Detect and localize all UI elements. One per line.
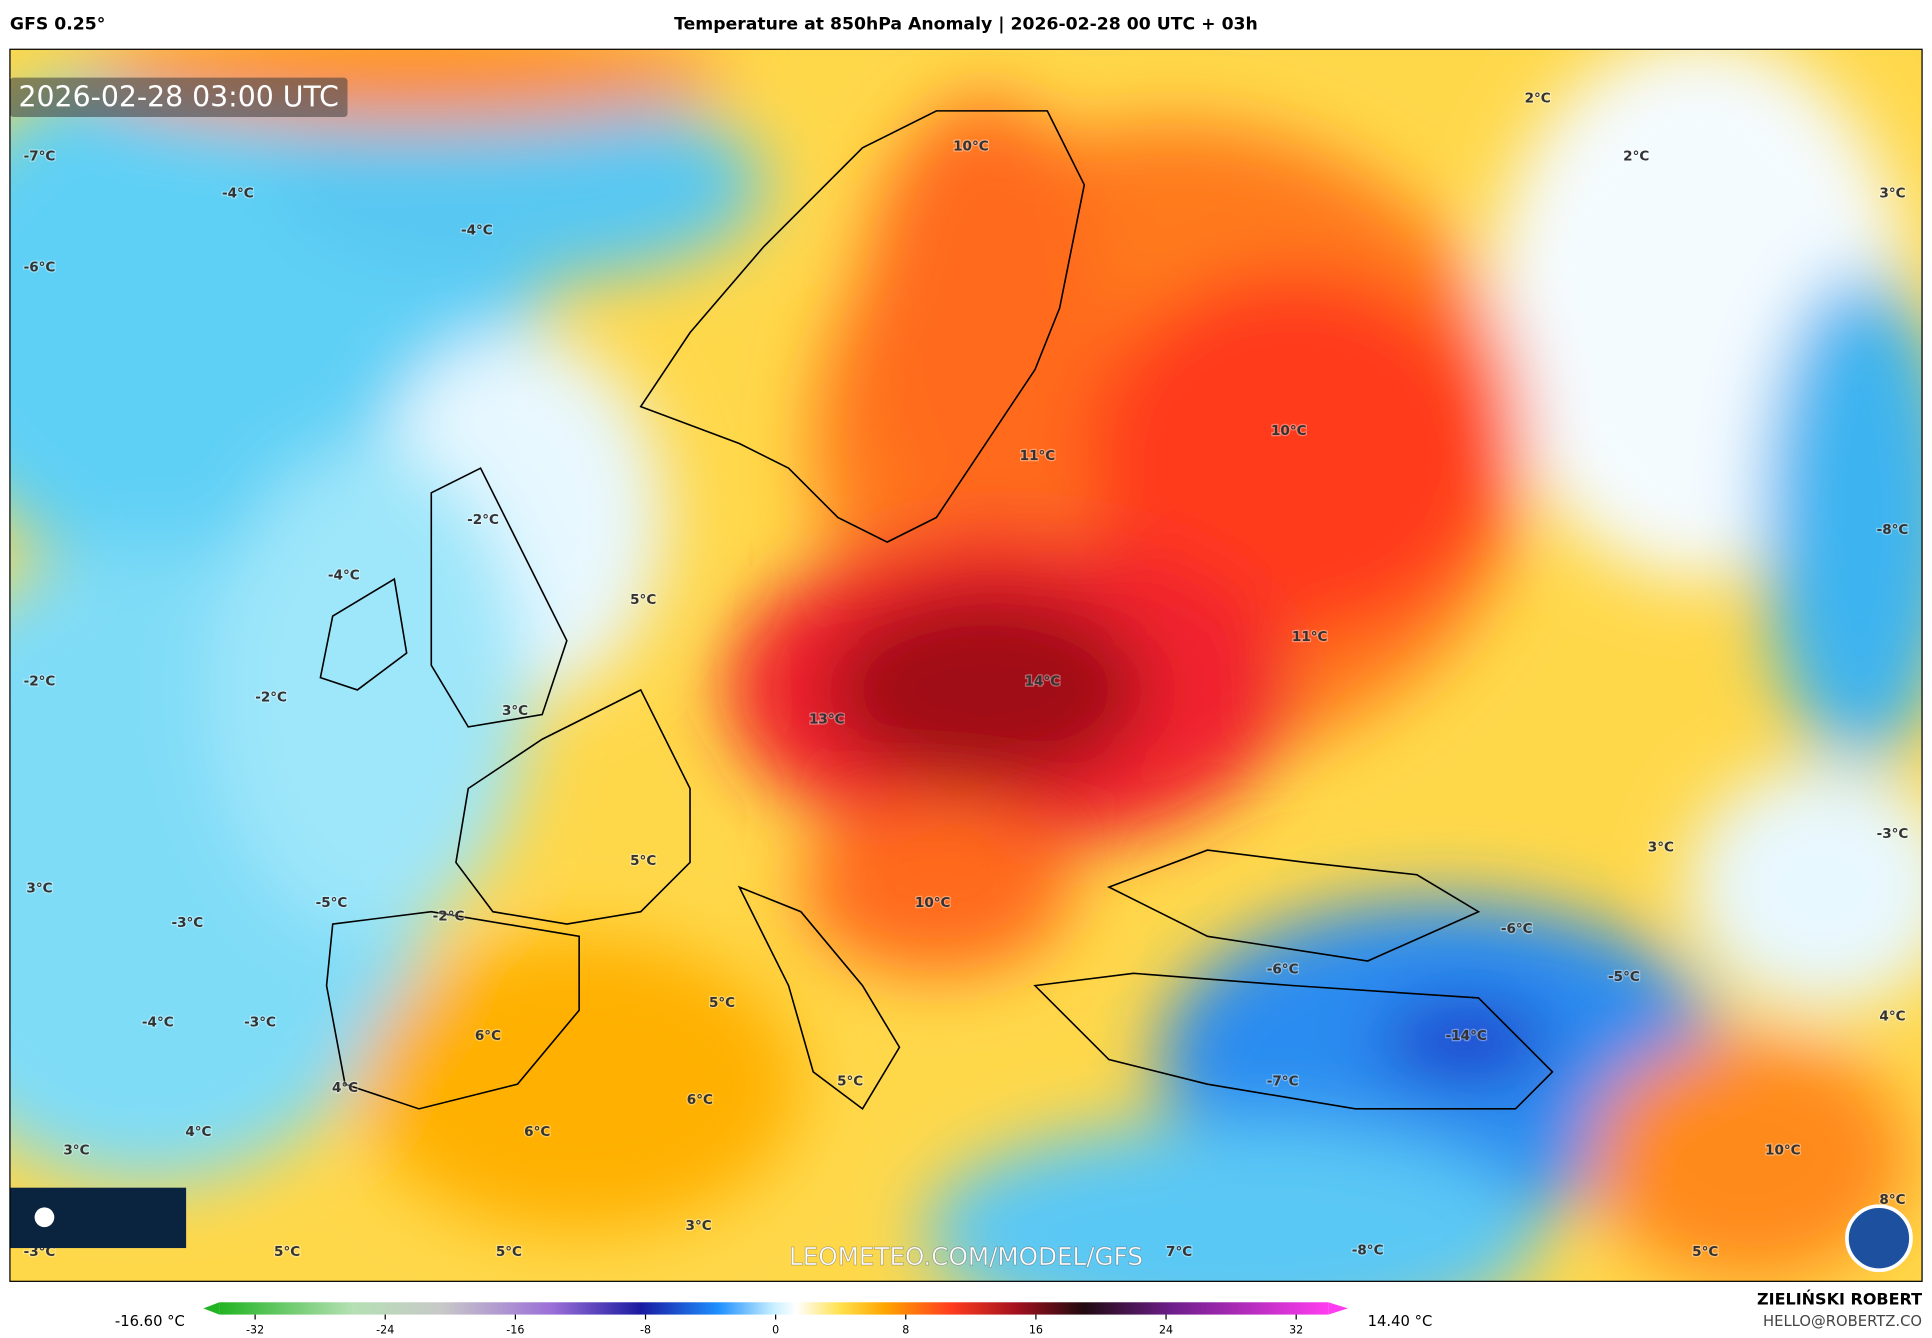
temperature-label: -7°C bbox=[24, 148, 56, 164]
colorbar-tick-label: -8 bbox=[640, 1324, 651, 1337]
temperature-label: 2°C bbox=[1623, 148, 1649, 164]
timestamp-box bbox=[9, 77, 348, 118]
colorbar bbox=[219, 1302, 1329, 1315]
colorbar-tick-label: 32 bbox=[1289, 1324, 1303, 1337]
colorbar-max: 14.40 °C bbox=[1368, 1313, 1433, 1330]
temperature-label: 10°C bbox=[953, 139, 989, 155]
contact: HELLO@ROBERTZ.CO bbox=[1763, 1313, 1922, 1330]
temperature-label: -2°C bbox=[255, 689, 287, 705]
temperature-label: 6°C bbox=[475, 1028, 501, 1044]
colorbar-min: -16.60 °C bbox=[115, 1313, 185, 1330]
temperature-label: 4°C bbox=[1879, 1008, 1905, 1024]
map-labels: 2°C 2°C 3°C -7°C -4°C -4°C -6°C 10°C 10°C 11°C -8°… bbox=[22, 89, 1909, 1261]
temperature-label: -2°C bbox=[433, 909, 465, 925]
colorbar-tick-label: -16 bbox=[506, 1324, 524, 1337]
temperature-label: -5°C bbox=[1608, 969, 1640, 985]
colorbar-low-arrow bbox=[203, 1302, 220, 1315]
temperature-label: 3°C bbox=[1648, 840, 1674, 856]
temperature-label: 5°C bbox=[709, 995, 735, 1011]
map-title: Temperature at 850hPa Anomaly | 2026-02-… bbox=[674, 15, 1258, 35]
temperature-label: 5°C bbox=[1692, 1244, 1718, 1260]
temperature-label: -4°C bbox=[328, 567, 360, 583]
temperature-label: -4°C bbox=[461, 222, 493, 238]
temperature-label: 6°C bbox=[524, 1124, 550, 1140]
temperature-label: -2°C bbox=[467, 512, 499, 528]
colorbar-tick-label: -24 bbox=[376, 1324, 394, 1337]
temperature-label: 3°C bbox=[1879, 185, 1905, 201]
temperature-label: 4°C bbox=[185, 1124, 211, 1140]
temperature-label: -7°C bbox=[1267, 1074, 1299, 1090]
coastlines bbox=[319, 110, 1554, 1111]
temperature-label: 3°C bbox=[63, 1143, 89, 1159]
temperature-label: 5°C bbox=[630, 853, 656, 869]
temperature-label: 2°C bbox=[1525, 91, 1551, 107]
temperature-label: -8°C bbox=[1877, 522, 1909, 538]
temperature-label: 5°C bbox=[274, 1244, 300, 1260]
temperature-label: 10°C bbox=[915, 895, 951, 911]
temperature-label: 5°C bbox=[837, 1074, 863, 1090]
temperature-label: 3°C bbox=[502, 703, 528, 719]
temperature-label: 11°C bbox=[1292, 629, 1328, 645]
timestamp: 2026-02-28 03:00 UTC bbox=[19, 81, 339, 114]
temperature-label: -4°C bbox=[222, 185, 254, 201]
colorbar-tick-label: 24 bbox=[1159, 1324, 1173, 1337]
map: 2°C 2°C 3°C -7°C -4°C -4°C -6°C 10°C 10°C 11°C -8°… bbox=[9, 49, 1923, 1282]
temperature-label: 6°C bbox=[687, 1092, 713, 1108]
temperature-label: 7°C bbox=[1166, 1244, 1192, 1260]
colorbar-tick-label: 0 bbox=[772, 1324, 779, 1337]
colorbar-high-arrow bbox=[1328, 1302, 1348, 1315]
temperature-label: 4°C bbox=[332, 1080, 358, 1096]
temperature-label: 3°C bbox=[686, 1218, 712, 1234]
temperature-label: -2°C bbox=[24, 673, 56, 689]
temperature-label: 8°C bbox=[1879, 1192, 1905, 1208]
colorbar-ticks: -32 -24 -16 -8 0 8 16 24 32 bbox=[246, 1314, 1303, 1337]
temperature-label: -6°C bbox=[24, 259, 56, 275]
temperature-label: -4°C bbox=[142, 1015, 174, 1031]
temperature-label: 14°C bbox=[1025, 673, 1061, 689]
temperature-label: 5°C bbox=[630, 592, 656, 608]
colorbar-tick-label: 8 bbox=[902, 1324, 909, 1337]
temperature-label: 10°C bbox=[1765, 1143, 1801, 1159]
temperature-label: -8°C bbox=[1352, 1243, 1384, 1259]
colorbar-tick-label: -32 bbox=[246, 1324, 264, 1337]
temperature-label: -6°C bbox=[1267, 962, 1299, 978]
temperature-label: -3°C bbox=[171, 915, 203, 931]
temperature-label: -14°C bbox=[1446, 1028, 1487, 1044]
temperature-label: -3°C bbox=[244, 1015, 276, 1031]
logo-sun bbox=[34, 1207, 55, 1228]
temperature-label: 11°C bbox=[1020, 448, 1056, 464]
temperature-label: 5°C bbox=[496, 1244, 522, 1260]
colorbar-tick-label: 16 bbox=[1029, 1324, 1043, 1337]
temperature-label: 13°C bbox=[809, 712, 845, 728]
temperature-label: -3°C bbox=[1877, 826, 1909, 842]
temperature-label: 10°C bbox=[1271, 423, 1307, 439]
temperature-label: 3°C bbox=[26, 880, 52, 896]
noaa-logo bbox=[1845, 1204, 1913, 1273]
temperature-label: -5°C bbox=[316, 895, 348, 911]
temperature-label: -6°C bbox=[1501, 921, 1533, 937]
watermark: LEOMETEO.COM/MODEL/GFS bbox=[789, 1242, 1143, 1271]
model-name: GFS 0.25° bbox=[10, 15, 105, 35]
map-frame bbox=[9, 48, 1923, 1282]
author: ZIELIŃSKI ROBERT bbox=[1757, 1289, 1922, 1308]
